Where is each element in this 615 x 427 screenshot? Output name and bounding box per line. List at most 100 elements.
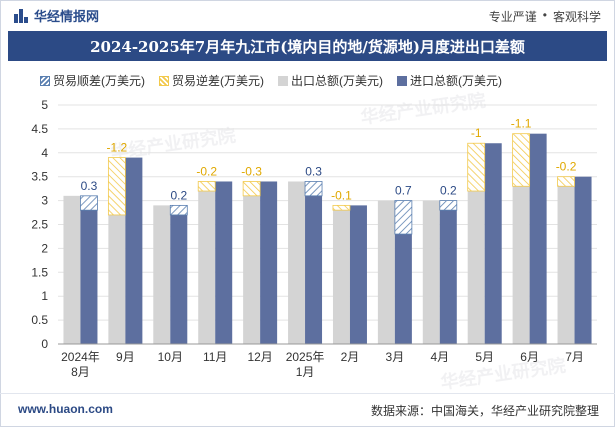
surplus-segment xyxy=(80,195,98,211)
import-bar xyxy=(170,214,188,344)
import-bar xyxy=(529,133,547,344)
legend-deficit[interactable]: 贸易逆差(万美元) xyxy=(159,72,264,89)
import-bar xyxy=(215,181,233,344)
surplus-segment xyxy=(394,200,413,235)
balance-data-label: -0.1 xyxy=(331,188,352,202)
balance-data-label: 0.3 xyxy=(305,164,322,178)
deficit-segment xyxy=(512,133,531,187)
balance-data-label: -0.2 xyxy=(556,160,577,174)
balance-data-label: -1 xyxy=(471,126,482,140)
surplus-segment xyxy=(304,181,323,197)
x-tick-label: 4月 xyxy=(430,350,449,364)
chart-title: 2024-2025年7月年九江市(境内目的地/货源地)月度进出口差额 xyxy=(90,37,525,56)
legend-import-label: 进口总额(万美元) xyxy=(410,74,502,88)
y-tick-label: 2.5 xyxy=(31,218,48,232)
footer: www.huaon.com 数据来源：中国海关，华经产业研究院整理 xyxy=(0,393,615,424)
x-tick-label: 9月 xyxy=(116,350,135,364)
chart-legend: 贸易顺差(万美元) 贸易逆差(万美元) 出口总额(万美元) 进口总额(万美元) xyxy=(40,72,502,89)
x-tick-label: 5月 xyxy=(475,350,494,364)
x-tick-label: 2月 xyxy=(341,350,360,364)
y-tick-label: 4.5 xyxy=(31,122,48,136)
tagline: 专业严谨 • 客观科学 xyxy=(489,8,601,25)
export-bar xyxy=(288,181,306,344)
x-tick-label: 8月 xyxy=(71,365,90,379)
deficit-segment xyxy=(467,142,486,192)
bar-layer xyxy=(63,133,592,344)
import-bar xyxy=(484,143,502,344)
brand-logo-icon xyxy=(14,8,28,23)
export-bar xyxy=(63,195,81,344)
surplus-segment xyxy=(439,200,458,211)
brand-name: 华经情报网 xyxy=(34,9,100,24)
x-tick-label: 7月 xyxy=(565,350,584,364)
y-tick-label: 4 xyxy=(41,146,48,160)
export-bar xyxy=(108,214,126,344)
import-bar xyxy=(574,176,592,344)
legend-export-label: 出口总额(万美元) xyxy=(291,74,383,88)
deficit-segment xyxy=(332,204,351,211)
export-bar xyxy=(243,195,261,344)
import-bar xyxy=(80,210,98,344)
y-tick-label: 0 xyxy=(41,337,48,351)
surplus-segment xyxy=(169,204,188,216)
y-tick-label: 3.5 xyxy=(31,170,48,184)
y-tick-label: 3 xyxy=(41,194,48,208)
deficit-segment xyxy=(242,181,261,197)
export-bar xyxy=(377,200,395,344)
brand[interactable]: 华经情报网 xyxy=(14,6,99,25)
legend-import[interactable]: 进口总额(万美元) xyxy=(397,72,502,89)
legend-surplus-label: 贸易顺差(万美元) xyxy=(53,74,145,88)
tag-objective: 客观科学 xyxy=(552,10,601,24)
import-bar xyxy=(349,205,367,344)
export-bar xyxy=(557,186,575,344)
balance-data-label: 0.7 xyxy=(395,184,412,198)
export-bar xyxy=(512,186,530,344)
balance-data-label: -1.1 xyxy=(511,117,532,131)
import-bar xyxy=(439,210,457,344)
x-tick-label: 6月 xyxy=(520,350,539,364)
import-bar xyxy=(125,157,143,344)
x-tick-label: 2024年 xyxy=(61,350,100,364)
data-source: 数据来源：中国海关，华经产业研究院整理 xyxy=(370,404,599,418)
y-tick-label: 5 xyxy=(41,98,48,112)
y-tick-label: 0.5 xyxy=(31,313,48,327)
y-tick-label: 1 xyxy=(41,289,48,303)
y-tick-label: 2 xyxy=(41,241,48,255)
top-bar: 华经情报网 专业严谨 • 客观科学 xyxy=(0,0,615,30)
import-bar xyxy=(305,195,323,344)
legend-export[interactable]: 出口总额(万美元) xyxy=(278,72,383,89)
legend-export-swatch xyxy=(278,75,288,86)
legend-surplus[interactable]: 贸易顺差(万美元) xyxy=(40,72,145,89)
export-bar xyxy=(332,210,350,344)
x-tick-label: 12月 xyxy=(247,350,272,364)
legend-deficit-swatch xyxy=(159,75,169,86)
label-layer: 0.3 -1.2 0.2 -0.2 -0.3 0.3 -0.1 0.7 0.2 -1 -1.1 -0.… xyxy=(81,117,577,203)
deficit-segment xyxy=(197,181,216,192)
y-tick-label: 1.5 xyxy=(31,265,48,279)
legend-deficit-label: 贸易逆差(万美元) xyxy=(172,74,264,88)
export-bar xyxy=(422,200,440,344)
legend-import-swatch xyxy=(397,75,407,86)
balance-data-label: 0.2 xyxy=(440,184,457,198)
x-tick-label: 1月 xyxy=(296,365,315,379)
balance-data-label: 0.3 xyxy=(81,179,98,193)
legend-surplus-swatch xyxy=(40,75,50,86)
chart-plot: 0.3 -1.2 0.2 -0.2 -0.3 0.3 -0.1 0.7 0.2 -1 -1.1 -0.… xyxy=(31,98,597,379)
site-link[interactable]: www.huaon.com xyxy=(18,402,113,416)
export-bar xyxy=(153,205,171,344)
balance-data-label: -1.2 xyxy=(107,141,128,155)
balance-data-label: -0.3 xyxy=(241,164,262,178)
tag-separator: • xyxy=(542,8,547,22)
tag-rigorous: 专业严谨 xyxy=(488,10,537,24)
export-bar xyxy=(467,191,485,344)
deficit-segment xyxy=(557,176,575,187)
x-tick-label: 3月 xyxy=(386,350,405,364)
x-tick-label: 2025年 xyxy=(286,350,325,364)
deficit-segment xyxy=(107,157,126,216)
export-bar xyxy=(198,191,216,344)
balance-data-label: -0.2 xyxy=(196,164,217,178)
import-bar xyxy=(394,234,412,344)
title-bar: 2024-2025年7月年九江市(境内目的地/货源地)月度进出口差额 xyxy=(8,31,607,61)
x-tick-label: 10月 xyxy=(158,350,183,364)
